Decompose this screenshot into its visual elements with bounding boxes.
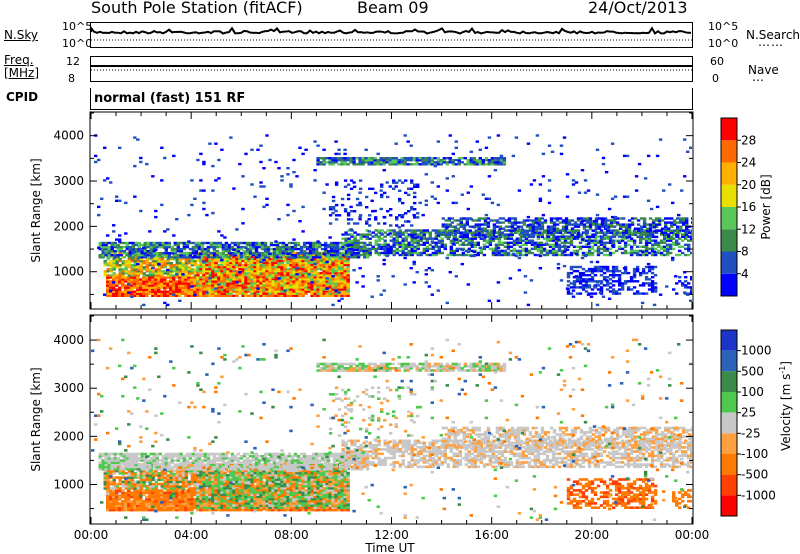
station-title: South Pole Station (fitACF) [91, 0, 303, 17]
nave-legend-dots: ⋯ [752, 73, 764, 87]
velocity-colorbar-label: -500 [741, 468, 768, 482]
ytick-label: 2000 [53, 219, 84, 233]
power-colorbar-label: 24 [741, 156, 756, 170]
velocity-colorbar-frame [720, 329, 738, 517]
velocity-colorbar-label: 25 [741, 406, 756, 420]
freq-tick-top: 12 [66, 55, 80, 68]
velocity-colorbar-label: 500 [741, 364, 764, 378]
power-colorbar-label: 20 [741, 178, 756, 192]
velocity-colorbar-label: 100 [741, 385, 764, 399]
velocity-colorbar-label: 1000 [741, 344, 772, 358]
nsearch-legend-dots: ⋯⋯ [758, 38, 784, 52]
velocity-colorbar-label: -1000 [741, 488, 776, 502]
xtick-label: 16:00 [474, 528, 509, 542]
freq-strip [90, 56, 693, 82]
power-colorbar-cell [721, 184, 737, 207]
ylabel: Slant Range [km] [29, 158, 43, 262]
nsearch-label: N.Search [746, 28, 800, 42]
velocity-colorbar-label: -100 [741, 447, 768, 461]
power-colorbar-title: Power [dB] [759, 174, 773, 239]
nsearch-tick-top: 10^5 [708, 20, 739, 33]
velocity-colorbar-cell [721, 330, 737, 351]
velocity-colorbar-cell [721, 474, 737, 496]
velocity-colorbar-cell [721, 412, 737, 434]
velocity-colorbar-cell [721, 433, 737, 454]
xtick-label: 20:00 [575, 528, 610, 542]
xtick-label: 00:00 [675, 528, 710, 542]
velocity-colorbar-cell [721, 350, 737, 372]
power-colorbar-label: 16 [741, 200, 756, 214]
power-colorbar-label: 28 [741, 133, 756, 147]
power-colorbar-cell [721, 273, 737, 296]
power-colorbar-label: 12 [741, 222, 756, 236]
nave-tick-bottom: 0 [712, 72, 719, 85]
xtick-label: 12:00 [374, 528, 409, 542]
ytick-label: 1000 [53, 477, 84, 491]
ytick-label: 1000 [53, 265, 84, 279]
power-heatmap [94, 134, 692, 307]
nsearch-tick-bottom: 10^0 [708, 37, 739, 50]
velocity-colorbar-label: -25 [741, 426, 761, 440]
xtick-label: 08:00 [274, 528, 309, 542]
ytick-label: 4000 [53, 129, 84, 143]
power-colorbar-cell [721, 251, 737, 274]
velocity-colorbar-cell [721, 454, 737, 475]
ytick-label: 3000 [53, 381, 84, 395]
freq-trace [91, 65, 692, 71]
cpid-label: CPID [6, 90, 39, 104]
velocity-colorbar-cell [721, 495, 737, 516]
velocity-heatmap [91, 338, 692, 521]
nsky-tick-top: 10^5 [62, 20, 93, 33]
power-colorbar-cell [721, 162, 737, 185]
power-colorbar-cell [721, 118, 737, 141]
ytick-label: 4000 [53, 333, 84, 347]
freq-label-1: Freq. [4, 53, 34, 67]
cpid-strip [90, 88, 693, 110]
xtick-label: 00:00 [74, 528, 109, 542]
power-colorbar-cell [721, 229, 737, 252]
nave-tick-top: 60 [710, 55, 724, 68]
date-label: 24/Oct/2013 [588, 0, 688, 17]
nsky-label: N.Sky [4, 28, 39, 42]
xtick-label: 04:00 [174, 528, 209, 542]
nsky-strip [90, 22, 693, 48]
nsky-tick-bottom: 10^0 [62, 37, 93, 50]
cpid-value: normal (fast) 151 RF [94, 91, 246, 106]
ytick-label: 3000 [53, 174, 84, 188]
nave-label: Nave [748, 63, 779, 77]
xlabel: Time UT [364, 541, 415, 554]
power-colorbar-label: 4 [741, 267, 749, 281]
velocity-colorbar-cell [721, 371, 737, 392]
velocity-colorbar-title: Velocity [m s-1] [778, 361, 793, 451]
power-colorbar-cell [721, 140, 737, 163]
nsky-trace [90, 25, 692, 41]
power-colorbar-label: 8 [741, 245, 749, 259]
beam-label: Beam 09 [357, 0, 429, 17]
velocity-colorbar-cell [721, 392, 737, 413]
ytick-label: 2000 [53, 429, 84, 443]
freq-tick-bottom: 8 [68, 72, 75, 85]
ylabel: Slant Range [km] [29, 367, 43, 471]
power-colorbar-cell [721, 207, 737, 230]
freq-label-2: [MHz] [4, 66, 40, 80]
